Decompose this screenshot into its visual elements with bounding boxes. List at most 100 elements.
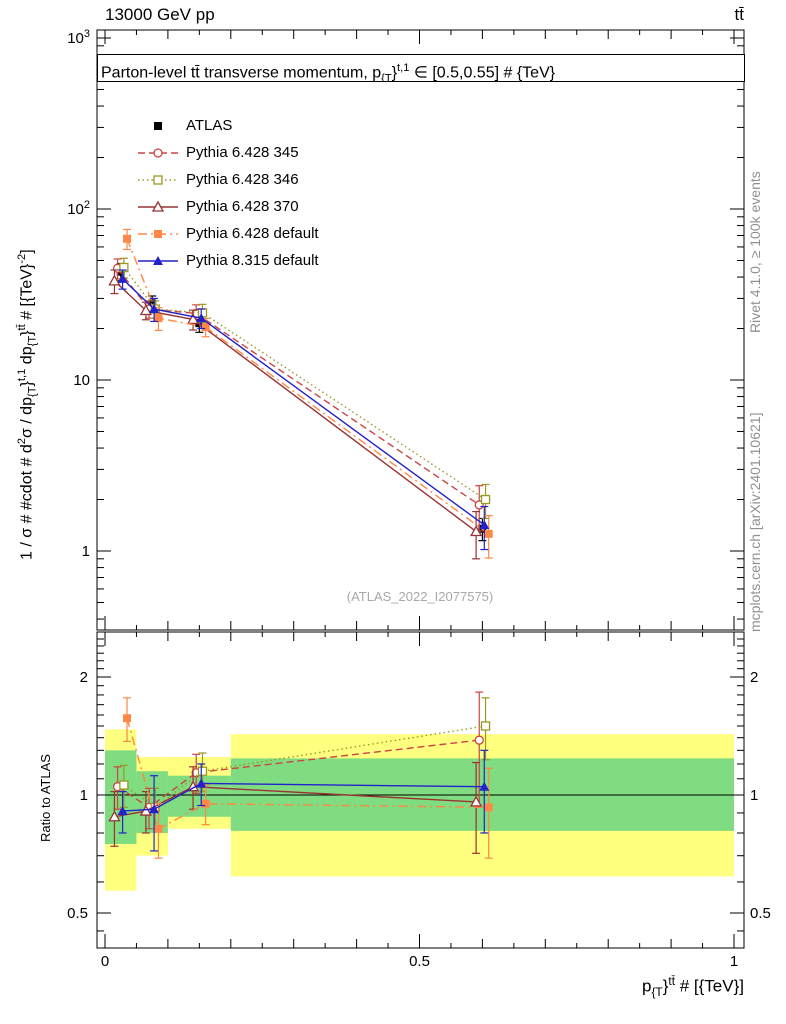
marker-square-filled xyxy=(154,314,163,323)
side-note-rivet-version: Rivet 4.1.0, ≥ 100k events xyxy=(747,171,763,333)
marker-triangle-open xyxy=(151,200,165,212)
x-tick-label: 0 xyxy=(101,953,109,970)
main-y-tick-label: 103 xyxy=(67,28,90,47)
marker-triangle-filled xyxy=(196,313,207,323)
marker-square-filled xyxy=(201,799,210,808)
plot-title: Parton-level tt̄ transverse momentum, p{… xyxy=(97,54,745,82)
legend-label: Pythia 6.428 346 xyxy=(186,171,299,188)
marker-square-filled xyxy=(484,803,493,812)
marker-square-open xyxy=(480,494,491,505)
legend-entry: Pythia 8.315 default xyxy=(138,247,319,274)
legend-entry: Pythia 6.428 345 xyxy=(138,139,319,166)
legend-entry: Pythia 6.428 default xyxy=(138,220,319,247)
y-axis-title-ratio: Ratio to ATLAS xyxy=(38,754,53,842)
header-beam-energy: 13000 GeV pp xyxy=(105,5,215,24)
series-line xyxy=(117,739,480,809)
legend-sample xyxy=(138,174,178,185)
marker-square-filled xyxy=(154,121,162,130)
label-segment: 2 xyxy=(16,438,28,445)
marker-square-open xyxy=(153,174,163,185)
label-segment: } xyxy=(18,381,36,387)
marker-triangle-open xyxy=(108,274,121,286)
marker-square-open xyxy=(119,780,129,790)
ratio-panel-series xyxy=(108,691,493,859)
series-line xyxy=(122,782,485,812)
label-segment: tt̄ xyxy=(16,324,28,331)
main-y-tick-label: 1 xyxy=(82,543,90,560)
legend-label: Pythia 8.315 default xyxy=(186,252,319,269)
marker-square-open xyxy=(197,766,208,776)
marker-square-open xyxy=(119,262,129,273)
marker-square-filled xyxy=(123,234,132,243)
marker-triangle-filled xyxy=(153,255,163,265)
marker-circle-open xyxy=(474,735,484,745)
legend-entry: Pythia 6.428 370 xyxy=(138,193,319,220)
series-line xyxy=(123,267,486,501)
label-segment: {T xyxy=(26,335,39,347)
marker-square-filled xyxy=(123,714,132,723)
label-segment: ∈ [0.5,0.55] # {TeV} xyxy=(409,64,556,82)
label-segment: σ / dp xyxy=(18,397,36,439)
legend-sample xyxy=(138,229,178,238)
legend: ATLAS Pythia 6.428 345 Pythia 6.428 346 Pyt… xyxy=(138,112,319,274)
header-process: tt̄ xyxy=(734,5,744,24)
series-line xyxy=(126,238,490,535)
marker-triangle-open xyxy=(470,795,483,807)
legend-label: Pythia 6.428 345 xyxy=(186,144,299,161)
x-axis-title: p{T}tt̄ # [{TeV}] xyxy=(454,974,744,999)
marker-square-filled xyxy=(148,299,157,308)
label-segment: # [{TeV}] xyxy=(675,976,744,996)
marker-triangle-filled xyxy=(149,304,160,314)
label-segment: ] xyxy=(18,249,36,254)
label-segment: Parton-level tt̄ transverse momentum, p xyxy=(101,64,382,82)
marker-triangle-open xyxy=(139,304,152,316)
marker-triangle-filled xyxy=(117,806,128,816)
label-segment: # [{TeV} xyxy=(18,263,36,325)
main-panel-series xyxy=(108,228,493,560)
legend-label: Pythia 6.428 default xyxy=(186,225,319,242)
marker-square-filled xyxy=(154,229,162,238)
y-axis-title-main: 1 / σ # #cdot # d2σ / dp{T}t,1 dp{T}tt̄ … xyxy=(16,249,39,560)
legend-entry: Pythia 6.428 346 xyxy=(138,166,319,193)
marker-triangle-filled xyxy=(196,778,207,788)
legend-sample xyxy=(138,255,178,265)
label-segment: } xyxy=(18,330,36,336)
series-line xyxy=(114,785,477,818)
legend-sample xyxy=(138,147,178,158)
series-line xyxy=(122,278,485,526)
legend-sample xyxy=(138,200,178,212)
ratio-y-tick-label-left: 2 xyxy=(80,669,88,686)
watermark: (ATLAS_2022_I2077575) xyxy=(346,589,494,604)
ratio-frame xyxy=(96,631,745,949)
ratio-y-tick-label-right: 2 xyxy=(750,669,758,686)
x-tick-label: 1 xyxy=(730,953,738,970)
ratio-y-tick-label-left: 0.5 xyxy=(67,905,88,922)
marker-triangle-filled xyxy=(117,273,128,283)
marker-square-filled xyxy=(484,529,493,538)
main-y-tick-label: 10 xyxy=(73,372,90,389)
ratio-y-tick-label-right: 0.5 xyxy=(750,905,771,922)
marker-triangle-filled xyxy=(479,781,490,791)
label-segment: -2 xyxy=(16,253,28,264)
series-line xyxy=(126,718,489,830)
series-line xyxy=(117,267,480,506)
marker-circle-open xyxy=(153,147,163,158)
ratio-y-tick-label-left: 1 xyxy=(80,787,88,804)
marker-triangle-filled xyxy=(149,804,160,814)
label-segment: {T xyxy=(381,72,392,82)
marker-square-filled xyxy=(154,824,163,833)
marker-triangle-open xyxy=(139,804,152,816)
label-segment: tt̄ xyxy=(668,974,675,988)
marker-triangle-open xyxy=(470,525,483,537)
ratio-bands xyxy=(105,729,735,891)
label-segment: t,1 xyxy=(16,368,28,382)
main-frame xyxy=(96,29,745,631)
label-segment: t,1 xyxy=(397,62,410,74)
series-line xyxy=(123,725,486,809)
label-segment: dp xyxy=(18,346,36,369)
marker-square-filled xyxy=(201,323,210,332)
side-note-mcplots-arxiv: mcplots.cern.ch [arXiv:2401.10621] xyxy=(747,412,763,632)
marker-triangle-open xyxy=(108,810,121,822)
